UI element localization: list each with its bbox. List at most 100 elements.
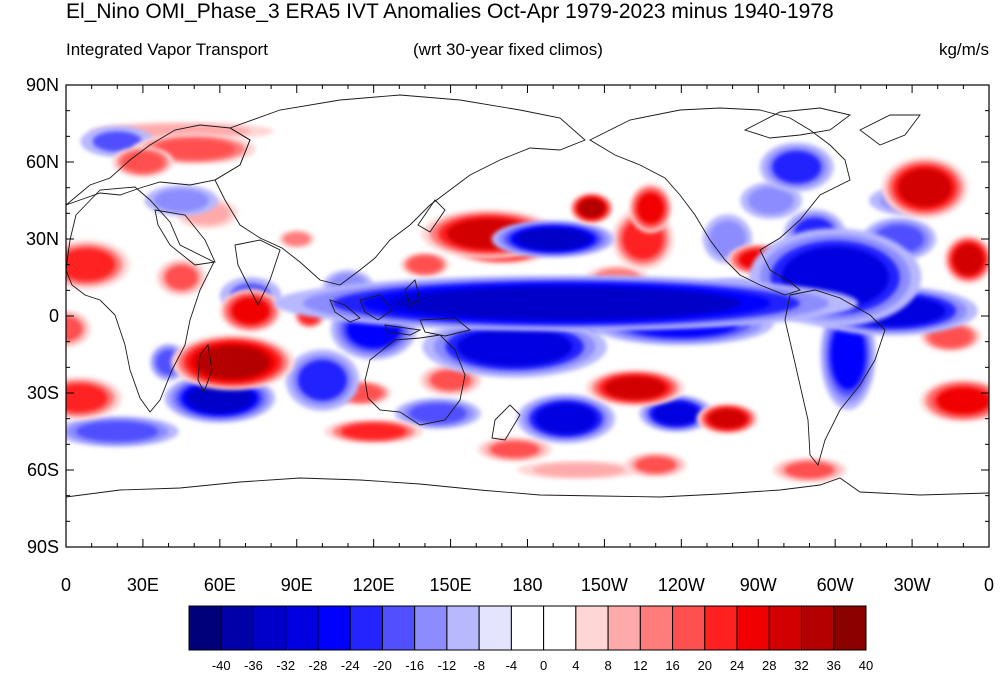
colorbar-label: -20 bbox=[373, 658, 392, 673]
colorbar-swatch bbox=[543, 605, 577, 651]
y-tick-label: 0 bbox=[49, 306, 59, 326]
anomaly-contour bbox=[578, 198, 605, 218]
coastlines bbox=[66, 94, 989, 498]
anomaly-contour bbox=[653, 401, 700, 426]
colorbar-swatch bbox=[736, 605, 770, 651]
colorbar-swatch bbox=[414, 605, 448, 651]
anomaly-contour bbox=[516, 227, 591, 251]
colorbar-swatch bbox=[768, 605, 803, 651]
anomaly-contour bbox=[408, 256, 442, 273]
new-zealand-coast bbox=[491, 404, 521, 441]
y-tick-label: 60N bbox=[26, 152, 59, 172]
anomaly-contour bbox=[282, 232, 311, 246]
colorbar-swatch bbox=[575, 605, 609, 651]
anomaly-contour bbox=[532, 463, 625, 477]
x-tick-label: 60E bbox=[204, 575, 236, 595]
new-guinea-coast bbox=[419, 317, 471, 337]
colorbar-label: 20 bbox=[698, 658, 712, 673]
colorbar-swatch bbox=[252, 605, 287, 651]
colorbar-swatch bbox=[801, 605, 835, 651]
x-tick-label: 0 bbox=[984, 575, 994, 595]
australia-coast bbox=[364, 334, 466, 426]
asia-coast bbox=[214, 94, 586, 286]
colorbar-label: 24 bbox=[730, 658, 744, 673]
colorbar-swatch bbox=[317, 605, 351, 651]
x-tick-label: 150E bbox=[430, 575, 472, 595]
x-tick-label: 0 bbox=[61, 575, 71, 595]
x-tick-label: 60W bbox=[817, 575, 854, 595]
colorbar-swatch bbox=[478, 605, 512, 651]
colorbar-swatch bbox=[381, 605, 416, 651]
anomaly-contour bbox=[930, 326, 972, 347]
colorbar-label: -4 bbox=[506, 658, 518, 673]
philippines-coast bbox=[404, 279, 421, 306]
anomaly-contour bbox=[195, 345, 270, 379]
climo-note: (wrt 30-year fixed climos) bbox=[413, 40, 603, 59]
anomaly-contour bbox=[297, 359, 348, 401]
antarctica-coast bbox=[66, 477, 989, 498]
anomaly-contour bbox=[66, 316, 83, 342]
greenland-coast bbox=[859, 114, 921, 146]
anomaly-contour bbox=[340, 423, 407, 440]
units-label: kg/m/s bbox=[938, 40, 989, 59]
anomaly-contour bbox=[409, 403, 467, 424]
anomaly-field bbox=[66, 121, 989, 483]
arabia-coast bbox=[154, 209, 216, 266]
north-america-coast bbox=[589, 107, 851, 296]
y-tick-label: 30S bbox=[27, 383, 59, 403]
anomaly-contour bbox=[66, 248, 116, 282]
anomaly-contour bbox=[164, 265, 198, 290]
anomaly-contour bbox=[456, 327, 573, 367]
colorbar-swatch bbox=[349, 605, 383, 651]
colorbar-label: -24 bbox=[341, 658, 360, 673]
colorbar-swatch bbox=[704, 605, 738, 651]
y-tick-marks bbox=[66, 84, 989, 548]
africa-coast bbox=[66, 186, 215, 413]
colorbar bbox=[188, 605, 867, 651]
colorbar-label: 0 bbox=[540, 658, 547, 673]
anomaly-contour bbox=[747, 186, 795, 215]
madagascar-coast bbox=[197, 343, 213, 394]
colorbar-label: 28 bbox=[762, 658, 776, 673]
colorbar-swatch bbox=[607, 605, 641, 651]
anomaly-contour bbox=[66, 383, 108, 413]
anomaly-contour bbox=[231, 297, 270, 325]
y-tick-label: 60S bbox=[27, 460, 59, 480]
colorbar-labels: -40 -36 -32 -28 -24 -20 -16 -12 -8 -4 0 4 8 12 16 20 24 2… bbox=[212, 658, 873, 673]
x-tick-labels: 0 30E 60E 90E 120E 150E 180 150W 120W 90W 60W 30W 0 bbox=[61, 575, 994, 595]
anomaly-contour bbox=[897, 168, 952, 207]
colorbar-label: 32 bbox=[794, 658, 808, 673]
x-tick-label: 30W bbox=[894, 575, 931, 595]
anomaly-contour bbox=[830, 319, 866, 390]
x-tick-label: 30E bbox=[127, 575, 159, 595]
colorbar-label: -40 bbox=[212, 658, 231, 673]
x-tick-label: 120E bbox=[353, 575, 395, 595]
anomaly-contour bbox=[635, 456, 677, 474]
x-tick-label: 120W bbox=[658, 575, 705, 595]
x-tick-marks bbox=[65, 85, 990, 547]
anomaly-contour bbox=[430, 369, 472, 391]
x-tick-label: 150W bbox=[581, 575, 628, 595]
anomaly-contour bbox=[153, 188, 210, 213]
anomaly-contour bbox=[637, 192, 665, 224]
anomaly-contour bbox=[122, 151, 164, 173]
japan-coast bbox=[417, 199, 446, 233]
colorbar-swatch bbox=[672, 605, 706, 651]
y-tick-label: 30N bbox=[26, 229, 59, 249]
colorbar-swatch bbox=[188, 605, 222, 651]
colorbar-label: 16 bbox=[665, 658, 679, 673]
colorbar-label: -36 bbox=[244, 658, 263, 673]
x-tick-label: 90W bbox=[740, 575, 777, 595]
anomaly-contour bbox=[772, 150, 822, 184]
x-tick-label: 90E bbox=[281, 575, 313, 595]
anomaly-contour bbox=[490, 441, 540, 458]
colorbar-label: -12 bbox=[438, 658, 457, 673]
colorbar-swatch bbox=[446, 605, 480, 651]
anomaly-contour bbox=[953, 244, 984, 275]
colorbar-label: -32 bbox=[276, 658, 295, 673]
anomaly-contour bbox=[92, 131, 142, 152]
colorbar-label: 36 bbox=[827, 658, 841, 673]
anomaly-contour bbox=[390, 286, 742, 320]
colorbar-label: 8 bbox=[604, 658, 611, 673]
